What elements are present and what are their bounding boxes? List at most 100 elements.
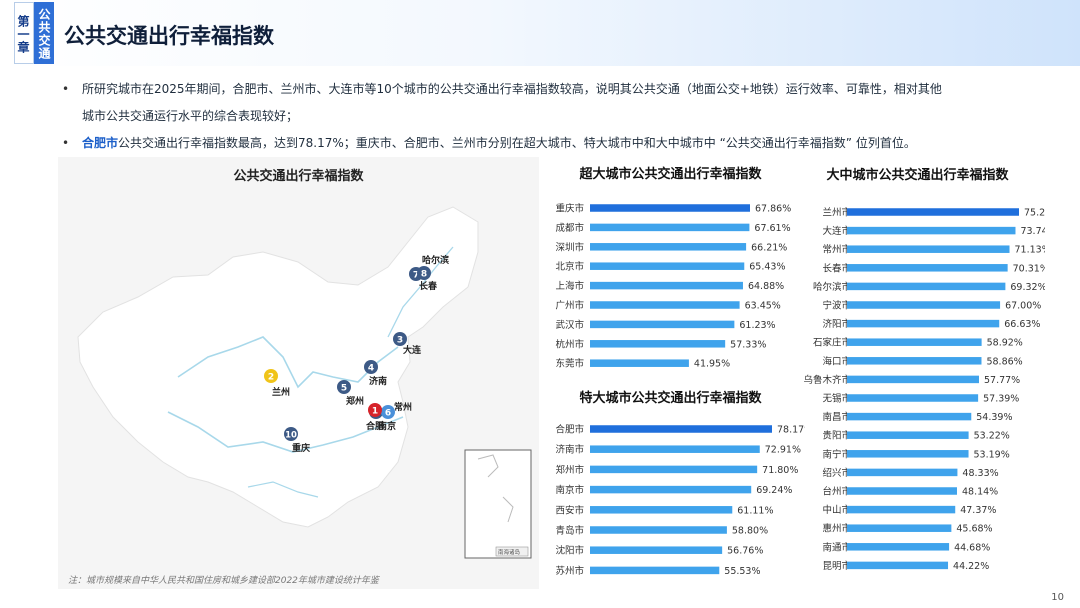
y-tick-label: 南昌市 [822, 411, 851, 423]
data-label: 72.91% [765, 445, 801, 456]
map-marker[interactable]: 1 [368, 403, 382, 417]
y-tick-label: 苏州市 [555, 565, 584, 577]
bar [847, 338, 982, 346]
y-tick-label: 济阳市 [822, 318, 851, 330]
data-label: 71.13% [1015, 245, 1045, 256]
bar [847, 394, 979, 402]
y-tick-label: 海口市 [822, 355, 851, 367]
bar [847, 543, 950, 551]
bar [847, 561, 949, 570]
southern-river [247, 481, 319, 498]
svg-text:6: 6 [385, 409, 391, 419]
bar [847, 301, 1001, 309]
bullet-2-highlight: 合肥市 [82, 136, 119, 150]
megacity-bar-chart: 重庆市 67.86% 成都市 67.61% 深圳市 66.21% 北京市 65.43% 上海市 6… [555, 203, 791, 370]
bar [847, 412, 972, 421]
y-tick-label: 东莞市 [555, 358, 584, 370]
data-label: 57.39% [983, 394, 1019, 405]
mid-city-bar-chart: 兰州市 75.28% 大连市 73.74% 常州市 71.13% 长春市 70.31% 哈尔滨市… [803, 207, 1045, 572]
map-marker[interactable]: 10 重庆 [284, 427, 310, 454]
south-china-sea-inset: 南海诸岛 [464, 449, 532, 559]
svg-text:10: 10 [285, 431, 297, 441]
page-title: 公共交通出行幸福指数 [64, 24, 274, 48]
bar [590, 243, 747, 251]
y-tick-label: 重庆市 [555, 203, 584, 215]
y-tick-label: 青岛市 [555, 525, 584, 537]
bar [590, 566, 720, 575]
bar [847, 505, 956, 514]
bar [590, 425, 772, 433]
y-tick-label: 济南市 [555, 444, 584, 456]
bar [590, 320, 735, 329]
data-label: 65.43% [749, 262, 785, 273]
yellow-river [177, 336, 399, 389]
data-label: 75.28% [1024, 208, 1045, 219]
svg-text:哈尔滨: 哈尔滨 [422, 254, 449, 266]
bar [847, 431, 969, 439]
bullet-1-line-2: 城市公共交通运行水平的综合表现较好； [82, 109, 299, 123]
map-marker[interactable]: 4 济南 [364, 360, 387, 387]
y-tick-label: 兰州市 [822, 207, 851, 219]
china-map: 2 兰州 3 大连 4 济南 5 郑州 9 合肥 6 南京 常州 1 7 长春 [77, 206, 532, 559]
data-label: 45.68% [956, 524, 992, 535]
bar [590, 359, 689, 367]
y-tick-label: 成都市 [555, 222, 584, 234]
y-tick-label: 广州市 [555, 300, 584, 312]
data-label: 70.31% [1013, 263, 1045, 274]
svg-text:南京: 南京 [378, 420, 396, 432]
map-marker[interactable]: 2 兰州 [264, 369, 290, 398]
y-tick-label: 西安市 [555, 504, 584, 516]
northeast-river [387, 246, 454, 338]
svg-text:7: 7 [413, 271, 419, 281]
bar [847, 226, 1016, 235]
map-marker[interactable]: 3 大连 [393, 332, 422, 356]
data-label: 66.63% [1004, 319, 1040, 330]
y-tick-label: 北京市 [555, 261, 584, 273]
svg-text:常州: 常州 [394, 401, 412, 413]
svg-text:大连: 大连 [403, 344, 422, 356]
data-label: 61.23% [739, 320, 775, 331]
bar [847, 264, 1008, 272]
y-tick-label: 中山市 [822, 504, 851, 516]
data-label: 58.80% [732, 526, 768, 537]
bar [590, 223, 750, 232]
data-label: 48.14% [962, 487, 998, 498]
map-marker[interactable]: 8 哈尔滨 [417, 254, 449, 280]
data-label: 69.24% [756, 485, 792, 496]
map-note: 注：城市规模来自中华人民共和国住房和城乡建设部2022年城市建设统计年鉴 [68, 576, 379, 586]
svg-text:南海诸岛: 南海诸岛 [498, 548, 521, 556]
svg-text:5: 5 [341, 384, 347, 394]
bar [590, 340, 726, 348]
data-label: 44.68% [954, 542, 990, 553]
y-tick-label: 惠州市 [822, 523, 851, 535]
chart-title-large-city: 特大城市公共交通出行幸福指数 [579, 391, 762, 406]
map-marker[interactable]: 6 南京 常州 [378, 401, 412, 432]
map-marker[interactable]: 5 郑州 [337, 380, 364, 407]
data-label: 73.74% [1020, 226, 1045, 237]
data-label: 67.86% [755, 204, 791, 215]
y-tick-label: 常州市 [822, 244, 851, 256]
chapter-tag: 第一章 [14, 2, 34, 64]
svg-text:1: 1 [372, 407, 378, 417]
bar [847, 357, 982, 365]
bar [590, 445, 760, 453]
y-tick-label: 南宁市 [822, 448, 851, 460]
bar [590, 546, 723, 554]
chart-title-mid-city: 大中城市公共交通出行幸福指数 [826, 168, 1009, 183]
svg-text:2: 2 [268, 373, 274, 383]
bar [847, 375, 979, 384]
section-tag: 公共交通 [34, 2, 54, 64]
bar [590, 301, 740, 309]
data-label: 67.00% [1005, 301, 1041, 312]
data-label: 67.61% [754, 223, 790, 234]
bar [590, 204, 750, 212]
bar [847, 524, 952, 532]
yangtze-river [167, 411, 404, 453]
y-tick-label: 石家庄市 [813, 337, 852, 349]
data-label: 41.95% [694, 359, 730, 370]
y-tick-label: 无锡市 [822, 393, 851, 405]
bar [590, 281, 743, 290]
y-tick-label: 武汉市 [555, 319, 584, 331]
data-label: 53.19% [974, 449, 1010, 460]
data-label: 47.37% [960, 505, 996, 516]
